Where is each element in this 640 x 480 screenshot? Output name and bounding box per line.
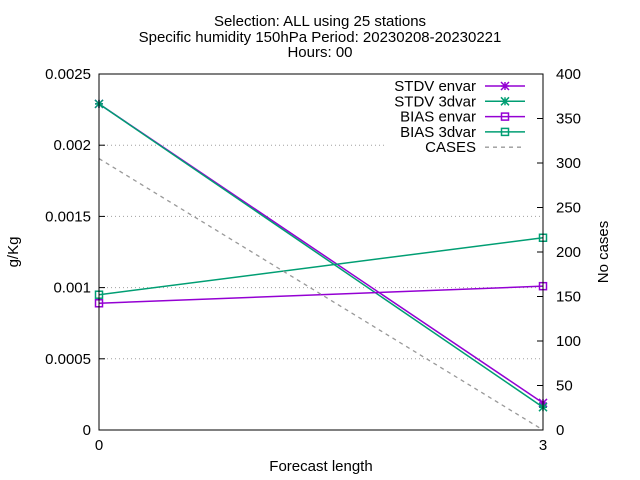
- plot-border: [98, 73, 544, 431]
- legend-label: BIAS 3dvar: [400, 124, 476, 141]
- data-point-marker: [500, 112, 510, 121]
- title-line-2: Specific humidity 150hPa Period: 2023020…: [139, 29, 502, 46]
- series-line: [98, 103, 544, 408]
- series-stdv-envar: [94, 99, 548, 408]
- y2-tick-label: 150: [556, 289, 581, 306]
- y2-tick-label: 200: [556, 244, 581, 261]
- title-line-1: Selection: ALL using 25 stations: [214, 13, 426, 30]
- chart-title: Selection: ALL using 25 stations Specifi…: [139, 13, 502, 61]
- legend-label: STDV 3dvar: [394, 93, 476, 110]
- y-tick-label: 0: [83, 422, 91, 439]
- legend-label: STDV envar: [394, 78, 476, 95]
- legend-label: CASES: [425, 139, 476, 156]
- y2-tick-label: 100: [556, 333, 581, 350]
- x-tick-label: 0: [95, 437, 103, 454]
- y2-tick-label: 350: [556, 111, 581, 128]
- x-axis-label: Forecast length: [269, 458, 372, 475]
- series-line: [98, 237, 544, 296]
- series-stdv-3dvar: [94, 99, 548, 412]
- axis-ticks: 0 0.0005 0.001 0.0015 0.002 0.0025 0 50 100 150 20…: [45, 66, 581, 454]
- legend-item: STDV envar: [394, 78, 525, 95]
- y2-tick-label: 50: [556, 378, 573, 395]
- y-tick-label: 0.002: [53, 137, 91, 154]
- title-line-3: Hours: 00: [287, 44, 352, 61]
- series-layer: [94, 99, 548, 431]
- y2-tick-label: 250: [556, 200, 581, 217]
- x-tick-label: 3: [539, 437, 547, 454]
- data-point-marker: [500, 127, 510, 137]
- y-tick-label: 0.0015: [45, 208, 91, 225]
- data-point-marker: [500, 96, 510, 106]
- y2-tick-label: 300: [556, 155, 581, 172]
- y-tick-label: 0.0005: [45, 351, 91, 368]
- legend-item: STDV 3dvar: [394, 93, 525, 110]
- legend-item: CASES: [425, 139, 525, 156]
- legend-item: BIAS 3dvar: [400, 124, 525, 141]
- legend-item: BIAS envar: [400, 109, 525, 126]
- y-tick-label: 0.0025: [45, 66, 91, 83]
- data-point-marker: [500, 81, 510, 91]
- y-tick-label: 0.001: [53, 280, 91, 297]
- series-line: [98, 157, 544, 431]
- series-cases: [98, 157, 544, 431]
- grid: [99, 144, 543, 360]
- y-axis-label: g/Kg: [5, 237, 22, 268]
- y2-axis-label: No cases: [595, 221, 612, 284]
- y2-tick-label: 400: [556, 66, 581, 83]
- y2-tick-label: 0: [556, 422, 564, 439]
- legend-label: BIAS envar: [400, 109, 476, 126]
- series-line: [98, 285, 544, 305]
